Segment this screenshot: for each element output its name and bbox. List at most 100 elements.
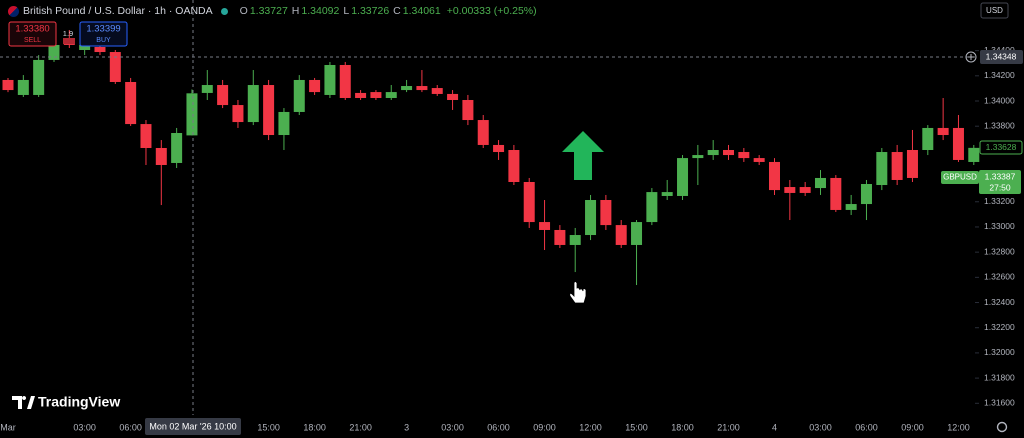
sell-price: 1.33380 <box>15 24 49 35</box>
candle-body <box>814 177 826 189</box>
y-tick-label: 1.33200 <box>984 196 1015 206</box>
logo-mark <box>12 396 35 409</box>
candle-body <box>585 200 597 236</box>
candle-body <box>155 147 167 165</box>
branding: TradingView <box>38 394 120 410</box>
candle-body <box>79 44 91 51</box>
candle-body <box>554 229 566 245</box>
candle-body <box>140 124 152 148</box>
x-tick-label: 06:00 <box>487 422 510 432</box>
x-tick-label: 03:00 <box>73 422 96 432</box>
spread: 1.9 <box>63 29 73 38</box>
candle-body <box>247 85 259 123</box>
header: British Pound / U.S. Dollar · 1h · OANDA… <box>8 3 539 19</box>
candle-body <box>600 200 612 226</box>
candle-body <box>922 127 934 151</box>
candle-body <box>201 85 213 93</box>
crosshair-price: 1.34348 <box>986 51 1017 61</box>
candle-body <box>477 120 489 145</box>
candle-body <box>431 88 443 94</box>
buy-button[interactable] <box>79 21 128 47</box>
change: +0.00333 (+0.25%) <box>446 5 537 17</box>
candle-body <box>891 152 903 180</box>
candle-body <box>784 187 796 193</box>
candle-body <box>508 150 520 182</box>
candle-body <box>906 150 918 178</box>
ohlc-value: 1.34092 <box>301 5 340 17</box>
x-tick-label: 3 <box>404 422 409 432</box>
x-tick-label: 15:00 <box>257 422 280 432</box>
y-tick-label: 1.34200 <box>984 70 1015 80</box>
ohlc: O 1.33727 H 1.34092 L 1.33726 C 1.34061 <box>240 5 443 17</box>
market-status <box>220 7 228 15</box>
add-alert-icon[interactable] <box>965 51 977 63</box>
x-tick-label: 18:00 <box>303 422 326 432</box>
candle-body <box>385 92 397 98</box>
crosshair-time-box <box>145 418 241 435</box>
candle-body <box>769 161 780 191</box>
candle-body <box>707 150 719 156</box>
y-tick-label: 1.31600 <box>984 398 1015 408</box>
candle-body <box>370 92 382 98</box>
x-tick-label: 21:00 <box>717 422 740 432</box>
candle-body <box>738 152 750 159</box>
y-tick-label: 1.34000 <box>984 95 1015 105</box>
candle-body <box>723 150 735 156</box>
candle-body <box>539 222 551 230</box>
candle-body <box>631 222 643 245</box>
candle-body <box>109 52 121 82</box>
x-tick-label: 09:00 <box>533 422 556 432</box>
candle-body <box>968 147 980 162</box>
x-tick-label: 06:00 <box>119 422 142 432</box>
candle-body <box>692 155 704 159</box>
y-tick-label: 1.32600 <box>984 272 1015 282</box>
buy-label: BUY <box>96 37 111 44</box>
y-tick-label: 1.33000 <box>984 221 1015 231</box>
sell-label: SELL <box>24 37 41 44</box>
settings-icon[interactable] <box>996 421 1008 433</box>
candle-body <box>401 86 413 91</box>
add-alert-plus <box>968 54 974 60</box>
candle-body <box>615 225 627 245</box>
last-price-box <box>979 170 1021 194</box>
symbol-box <box>941 171 979 184</box>
x-tick-label: Mar <box>0 422 16 432</box>
sell-button[interactable] <box>8 21 57 47</box>
x-tick-label: 03:00 <box>809 422 832 432</box>
candle-body <box>309 79 321 93</box>
last-price: 1.33387 <box>985 171 1016 181</box>
candle-body <box>171 133 183 163</box>
ohlc-key: O <box>239 5 248 17</box>
y-tick-label: 1.33800 <box>984 120 1015 130</box>
candle-body <box>17 79 29 95</box>
ohlc-key: C <box>393 5 401 17</box>
currency-button[interactable] <box>980 2 1009 19</box>
ohlc-value: 1.33727 <box>249 5 288 17</box>
x-tick-label: 18:00 <box>671 422 694 432</box>
crosshair-time: Mon 02 Mar '26 10:00 <box>149 421 236 431</box>
candle-body <box>569 235 581 245</box>
candle-body <box>646 192 658 223</box>
candle-body <box>217 85 229 106</box>
y-tick-label: 1.34400 <box>984 45 1015 55</box>
candle-body <box>845 204 857 210</box>
candle-body <box>523 181 535 223</box>
symbol-label: GBPUSD <box>943 173 977 182</box>
candle-body <box>94 46 106 53</box>
candle-body <box>324 64 336 95</box>
candle-body <box>799 187 811 193</box>
x-tick-label: 12:00 <box>579 422 602 432</box>
symbol-title: British Pound / U.S. Dollar · 1h · OANDA <box>23 5 213 17</box>
candle-body <box>33 59 45 95</box>
candle-body <box>232 105 244 123</box>
currency: USD <box>986 6 1003 15</box>
x-tick-label: 06:00 <box>855 422 878 432</box>
candle-body <box>493 144 505 153</box>
price-line-box <box>979 140 1023 155</box>
y-tick-label: 1.32200 <box>984 322 1015 332</box>
candle-body <box>937 127 949 136</box>
ohlc-key: L <box>343 5 350 17</box>
